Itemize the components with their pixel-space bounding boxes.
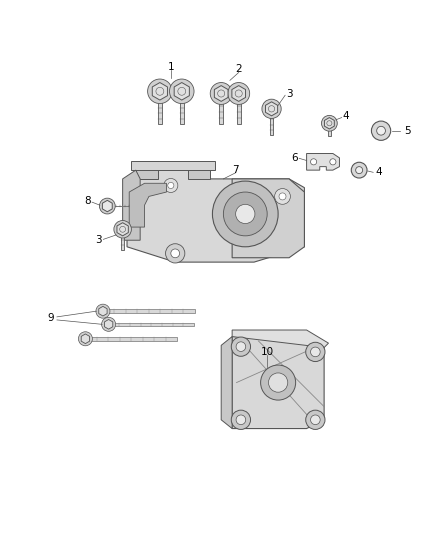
Circle shape xyxy=(311,159,317,165)
Bar xyxy=(237,93,241,124)
Text: 8: 8 xyxy=(84,196,91,206)
Polygon shape xyxy=(136,161,158,179)
Circle shape xyxy=(306,342,325,361)
Polygon shape xyxy=(104,319,113,329)
Circle shape xyxy=(377,126,385,135)
Bar xyxy=(121,229,124,251)
Bar xyxy=(219,93,223,124)
Circle shape xyxy=(236,342,246,351)
Polygon shape xyxy=(117,223,128,236)
Circle shape xyxy=(371,121,391,140)
Circle shape xyxy=(306,410,325,430)
Bar xyxy=(109,322,194,326)
Bar xyxy=(158,91,162,124)
Text: 2: 2 xyxy=(235,64,242,75)
Text: 4: 4 xyxy=(343,111,350,122)
Polygon shape xyxy=(81,334,90,344)
Polygon shape xyxy=(221,336,232,429)
Polygon shape xyxy=(214,86,228,101)
Polygon shape xyxy=(174,83,189,100)
Circle shape xyxy=(262,99,281,118)
Circle shape xyxy=(210,83,232,104)
Circle shape xyxy=(231,337,251,356)
Circle shape xyxy=(166,244,185,263)
Text: 1: 1 xyxy=(167,62,174,72)
Bar xyxy=(85,337,177,341)
Text: 10: 10 xyxy=(261,347,274,357)
Circle shape xyxy=(311,347,320,357)
Circle shape xyxy=(114,221,131,238)
Circle shape xyxy=(261,365,296,400)
Polygon shape xyxy=(307,154,339,170)
Text: 4: 4 xyxy=(375,167,382,177)
Text: 5: 5 xyxy=(404,126,411,136)
Text: 6: 6 xyxy=(291,153,298,163)
Polygon shape xyxy=(99,306,107,316)
Circle shape xyxy=(78,332,92,346)
Circle shape xyxy=(351,162,367,178)
Circle shape xyxy=(311,415,320,425)
Polygon shape xyxy=(188,170,210,179)
Circle shape xyxy=(102,317,116,332)
Circle shape xyxy=(170,79,194,103)
Circle shape xyxy=(168,182,174,189)
Bar xyxy=(328,123,331,136)
Circle shape xyxy=(228,83,250,104)
Polygon shape xyxy=(232,336,324,429)
Circle shape xyxy=(236,204,255,223)
Polygon shape xyxy=(265,102,278,116)
Bar xyxy=(270,109,273,135)
Polygon shape xyxy=(232,330,328,348)
Polygon shape xyxy=(232,86,246,101)
Polygon shape xyxy=(152,83,167,100)
Circle shape xyxy=(236,415,246,425)
Polygon shape xyxy=(232,179,304,258)
Circle shape xyxy=(356,167,363,174)
Circle shape xyxy=(321,115,337,131)
Polygon shape xyxy=(129,183,166,227)
Polygon shape xyxy=(102,200,112,212)
Polygon shape xyxy=(325,118,334,129)
Text: 7: 7 xyxy=(232,165,239,175)
Bar xyxy=(180,91,184,124)
Text: 9: 9 xyxy=(47,313,54,323)
Bar xyxy=(103,310,195,313)
Circle shape xyxy=(99,198,115,214)
Polygon shape xyxy=(123,170,140,240)
Circle shape xyxy=(279,193,286,200)
Circle shape xyxy=(223,192,267,236)
Circle shape xyxy=(96,304,110,318)
Circle shape xyxy=(268,373,288,392)
Text: 3: 3 xyxy=(95,235,102,245)
Circle shape xyxy=(171,249,180,258)
Circle shape xyxy=(275,189,290,204)
Circle shape xyxy=(330,159,336,165)
Text: 3: 3 xyxy=(286,90,293,99)
Polygon shape xyxy=(127,170,304,262)
Polygon shape xyxy=(131,161,215,170)
Circle shape xyxy=(148,79,172,103)
Circle shape xyxy=(212,181,278,247)
Circle shape xyxy=(231,410,251,430)
Circle shape xyxy=(164,179,178,192)
